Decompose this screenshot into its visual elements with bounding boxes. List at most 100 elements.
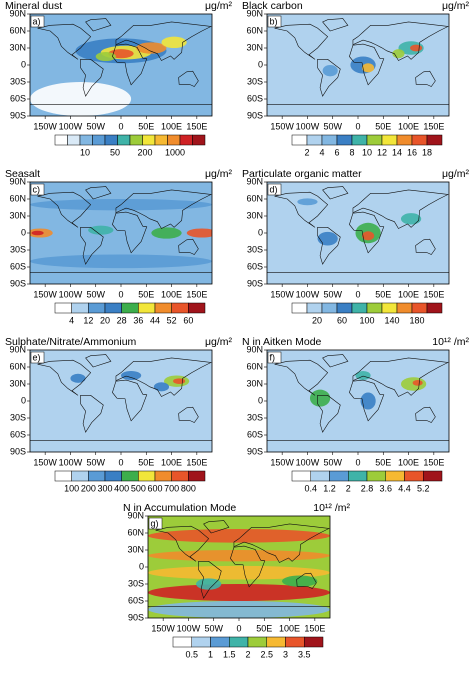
colorbar-label: 2.5 xyxy=(260,649,273,659)
lon-tick-label: 0 xyxy=(355,289,360,299)
colorbar-box xyxy=(351,302,368,314)
colorbar-box xyxy=(179,134,193,146)
coastline xyxy=(115,189,212,229)
lat-tick-label: 60S xyxy=(10,93,26,103)
lat-tick-label: 60S xyxy=(128,595,144,605)
colorbar-box xyxy=(304,636,324,648)
coastline xyxy=(233,523,330,563)
colorbar-label: 60 xyxy=(337,315,347,325)
coastline xyxy=(322,186,349,200)
coastline xyxy=(230,545,266,588)
colorbar-label: 28 xyxy=(117,315,127,325)
colorbar-box xyxy=(71,302,89,314)
colorbar-label: 2 xyxy=(346,483,351,493)
colorbar-box xyxy=(411,134,428,146)
panel-title: Black carbon xyxy=(242,0,303,12)
coastline xyxy=(322,354,349,368)
lat-tick-label: 90N xyxy=(246,176,263,186)
concentration-area xyxy=(95,51,116,62)
lat-tick-label: 30N xyxy=(127,544,144,554)
colorbar-box xyxy=(385,470,405,482)
colorbar-box xyxy=(426,134,443,146)
colorbar-label: 60 xyxy=(183,315,193,325)
lon-tick-label: 100W xyxy=(59,457,83,467)
coastline xyxy=(317,395,341,433)
map-field xyxy=(267,350,449,452)
lon-tick-label: 50W xyxy=(204,623,223,633)
coastline xyxy=(37,359,92,396)
lon-tick-label: 150E xyxy=(186,121,207,131)
coastline xyxy=(349,379,385,422)
lon-tick-label: 50W xyxy=(323,457,342,467)
concentration-area xyxy=(148,550,330,562)
lat-tick-label: 30N xyxy=(9,210,26,220)
lon-tick-label: 150E xyxy=(186,457,207,467)
colorbar-label: 50 xyxy=(110,147,120,157)
concentration-area xyxy=(70,373,86,383)
panel-unit: μg/m² xyxy=(205,168,233,180)
colorbar-box xyxy=(366,302,383,314)
colorbar-box xyxy=(336,302,353,314)
colorbar-box xyxy=(306,302,323,314)
colorbar-box xyxy=(366,470,386,482)
coastline xyxy=(415,406,436,423)
colorbar-box xyxy=(171,470,189,482)
concentration-area xyxy=(30,254,212,269)
colorbar-box xyxy=(396,302,413,314)
colorbar-label: 20 xyxy=(100,315,110,325)
concentration-area xyxy=(88,225,114,235)
panel-unit: μg/m² xyxy=(205,336,233,348)
coastline xyxy=(37,191,92,228)
lon-tick-label: 150E xyxy=(186,289,207,299)
lon-tick-label: 50E xyxy=(256,623,272,633)
coastline xyxy=(203,520,230,534)
panel-letter: c) xyxy=(33,184,41,194)
coastline xyxy=(85,186,112,200)
lon-tick-label: 100E xyxy=(161,121,182,131)
lat-tick-label: 0 xyxy=(21,59,26,69)
colorbar-label: 100 xyxy=(359,315,374,325)
concentration-area xyxy=(317,231,338,246)
colorbar-label: 0.4 xyxy=(304,483,317,493)
coastline xyxy=(112,379,148,422)
concentration-area xyxy=(30,82,132,116)
concentration-area xyxy=(322,65,338,77)
coastline xyxy=(112,43,148,86)
coastline xyxy=(85,354,112,368)
colorbar-box xyxy=(285,636,305,648)
letter-box xyxy=(267,15,282,28)
concentration-area xyxy=(151,227,182,239)
panel-title: Mineral dust xyxy=(5,0,62,12)
colorbar-box xyxy=(138,302,156,314)
colorbar-label: 600 xyxy=(147,483,162,493)
concentration-area xyxy=(362,63,375,73)
colorbar-box xyxy=(154,302,172,314)
map-panel: N in Accumulation Mode 10¹² /m²g)90N60N30… xyxy=(123,502,351,660)
colorbar-box xyxy=(154,134,168,146)
concentration-area xyxy=(148,565,330,580)
colorbar-box xyxy=(104,470,122,482)
colorbar-box xyxy=(306,134,323,146)
letter-box xyxy=(30,15,45,28)
colorbar-box xyxy=(291,470,311,482)
lat-tick-label: 30N xyxy=(246,42,263,52)
lon-tick-label: 100W xyxy=(296,121,320,131)
lon-tick-label: 150E xyxy=(304,623,325,633)
colorbar-label: 36 xyxy=(133,315,143,325)
lat-tick-label: 0 xyxy=(139,561,144,571)
colorbar-label: 3.6 xyxy=(379,483,392,493)
map-field xyxy=(267,14,449,116)
lat-tick-label: 30N xyxy=(246,378,263,388)
lon-tick-label: 100E xyxy=(279,623,300,633)
concentration-area xyxy=(148,584,330,601)
coastline xyxy=(352,21,449,61)
lon-tick-label: 150W xyxy=(270,289,294,299)
colorbar-box xyxy=(79,134,93,146)
lon-tick-label: 0 xyxy=(236,623,241,633)
lat-tick-label: 90S xyxy=(10,110,26,120)
colorbar-label: 500 xyxy=(131,483,146,493)
colorbar-label: 20 xyxy=(312,315,322,325)
lat-tick-label: 90N xyxy=(246,344,263,354)
lon-tick-label: 50E xyxy=(375,457,391,467)
colorbar-box xyxy=(121,302,139,314)
